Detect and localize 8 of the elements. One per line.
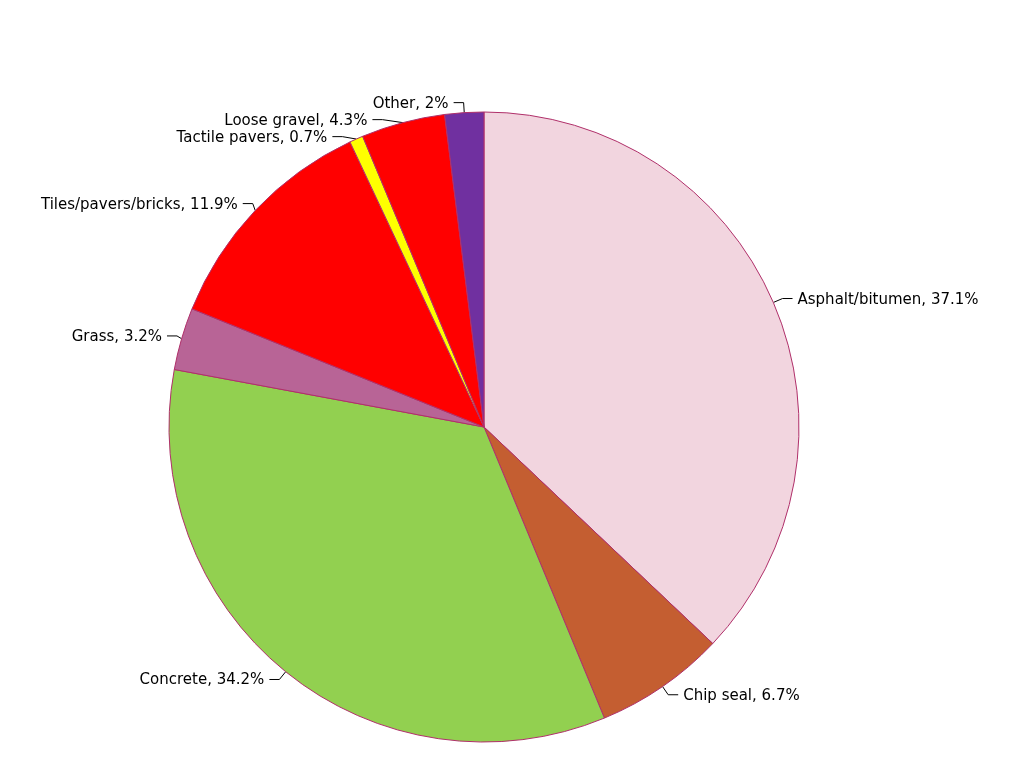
slice-label: Tiles/pavers/bricks, 11.9% [39, 194, 238, 213]
slice-label: Tactile pavers, 0.7% [175, 127, 328, 146]
slice-label: Chip seal, 6.7% [683, 685, 800, 704]
slice-label: Other, 2% [372, 93, 449, 112]
slice-label: Asphalt/bitumen, 37.1% [797, 289, 979, 308]
slice-label: Grass, 3.2% [71, 326, 162, 345]
slice-label: Concrete, 34.2% [139, 670, 265, 689]
slice-label: Loose gravel, 4.3% [224, 110, 368, 129]
